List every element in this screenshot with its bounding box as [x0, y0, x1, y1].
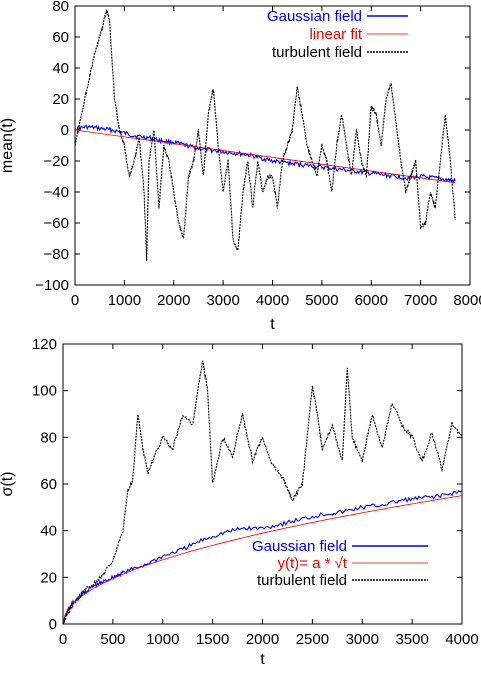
series-turbulent-line — [75, 9, 456, 261]
x-tick-label: 2500 — [296, 631, 329, 648]
series-gaussian-line — [75, 124, 456, 184]
y-tick-label: 40 — [52, 60, 69, 77]
x-tick-label: 6000 — [355, 292, 388, 309]
x-tick-label: 7000 — [404, 292, 437, 309]
x-tick-label: 1000 — [108, 292, 141, 309]
y-tick-label: 80 — [40, 429, 57, 446]
x-tick-label: 3000 — [206, 292, 239, 309]
y-tick-label: 40 — [40, 523, 57, 540]
x-tick-label: 500 — [100, 631, 125, 648]
x-tick-label: 2000 — [246, 631, 279, 648]
legend-label: turbulent field — [272, 44, 362, 61]
y-axis-label: mean(t) — [0, 118, 16, 173]
series-fit-line — [63, 495, 462, 624]
x-axis-label: t — [270, 316, 275, 333]
x-tick-label: 1000 — [146, 631, 179, 648]
y-tick-label: −40 — [44, 184, 69, 201]
y-tick-label: −80 — [44, 246, 69, 263]
series-gaussian-line — [63, 490, 462, 624]
sigma-chart: 0 500 1000 1500 2000 2500 3000 3500 4000 0 20 40 60 8… — [0, 336, 479, 668]
series-turbulent-line — [63, 360, 462, 624]
x-tick-label: 1500 — [196, 631, 229, 648]
y-tick-label: 80 — [52, 0, 69, 15]
x-tick-label: 3500 — [395, 631, 428, 648]
y-tick-label: −100 — [35, 277, 69, 294]
legend-label: y(t)= a * √t — [278, 555, 348, 572]
x-tick-label: 0 — [59, 631, 67, 648]
y-tick-label: 100 — [32, 383, 57, 400]
y-tick-label: −60 — [44, 215, 69, 232]
legend-label: Gaussian field — [267, 8, 362, 25]
y-axis-label: σ(t) — [0, 472, 16, 497]
mean-chart: 0 1000 2000 3000 4000 5000 6000 7000 8000 −100 −80… — [0, 0, 481, 333]
x-tick-label: 5000 — [305, 292, 338, 309]
legend-label: turbulent field — [257, 572, 347, 589]
x-tick-label: 2000 — [157, 292, 190, 309]
legend-label: linear fit — [309, 26, 362, 43]
y-tick-label: 0 — [49, 616, 57, 633]
y-tick-label: 120 — [32, 336, 57, 353]
x-tick-label: 4000 — [256, 292, 289, 309]
legend-label: Gaussian field — [252, 538, 347, 555]
y-tick-label: 20 — [40, 569, 57, 586]
x-tick-label: 0 — [71, 292, 79, 309]
y-tick-label: 20 — [52, 91, 69, 108]
x-tick-label: 4000 — [445, 631, 478, 648]
y-tick-label: 60 — [52, 29, 69, 46]
x-tick-label: 3000 — [346, 631, 379, 648]
y-tick-label: 60 — [40, 476, 57, 493]
x-tick-label: 8000 — [453, 292, 481, 309]
y-tick-label: 0 — [61, 122, 69, 139]
y-tick-label: −20 — [44, 153, 69, 170]
x-axis-label: t — [260, 651, 265, 668]
